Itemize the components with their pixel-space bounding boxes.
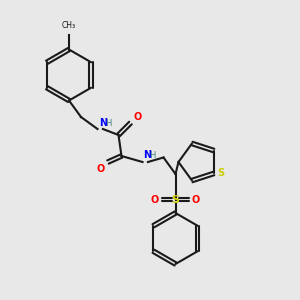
Text: H: H — [149, 151, 155, 160]
Text: O: O — [134, 112, 142, 122]
Text: S: S — [172, 194, 179, 205]
Text: O: O — [192, 194, 200, 205]
Text: N: N — [143, 150, 152, 160]
Text: N: N — [99, 118, 107, 128]
Text: O: O — [151, 194, 159, 205]
Text: S: S — [217, 169, 224, 178]
Text: CH₃: CH₃ — [62, 21, 76, 30]
Text: O: O — [97, 164, 105, 173]
Text: H: H — [105, 118, 111, 127]
